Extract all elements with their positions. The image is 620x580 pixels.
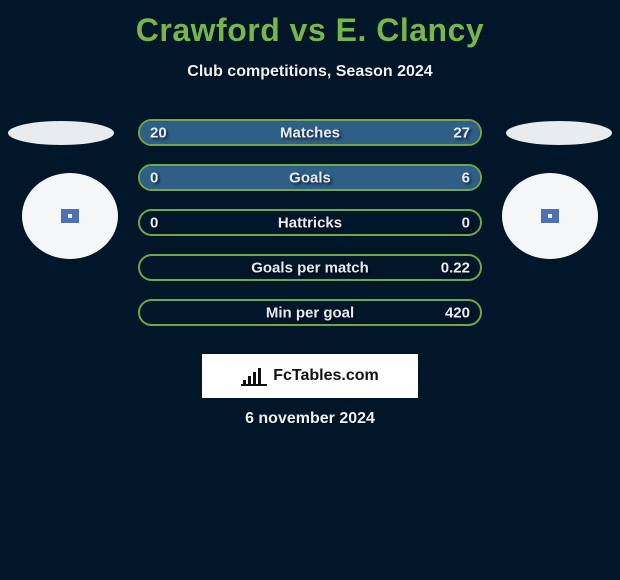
brand-text: FcTables.com [273,367,379,385]
stat-right-value: 6 [462,169,470,186]
comparison-bars: 20 27 Matches 0 6 Goals 0 0 Hattricks 0.22 Goals p… [138,119,482,326]
subtitle: Club competitions, Season 2024 [0,63,620,81]
brand-mark-icon [241,366,267,386]
badge-chip-icon [541,209,559,223]
stat-left-value: 0 [150,214,158,231]
stat-right-value: 0 [462,214,470,231]
player2-badge [502,173,598,259]
decor-ellipse-left [8,121,114,145]
stat-bar: 0 0 Hattricks [138,209,482,236]
stat-metric-label: Goals [289,169,331,186]
stat-bar: 20 27 Matches [138,119,482,146]
stat-left-value: 0 [150,169,158,186]
player1-badge [22,173,118,259]
stat-right-value: 27 [453,124,470,141]
decor-ellipse-right [506,121,612,145]
stat-bar: 0.22 Goals per match [138,254,482,281]
stat-left-value: 20 [150,124,167,141]
player1-name: Crawford [136,12,280,48]
brand-logo: FcTables.com [202,354,418,398]
stat-metric-label: Min per goal [266,304,354,321]
date-label: 6 november 2024 [0,410,620,428]
player2-name: E. Clancy [336,12,485,48]
stat-right-value: 420 [445,304,470,321]
comparison-stage: 20 27 Matches 0 6 Goals 0 0 Hattricks 0.22 Goals p… [0,119,620,369]
stat-bar: 420 Min per goal [138,299,482,326]
stat-metric-label: Matches [280,124,340,141]
badge-chip-icon [61,209,79,223]
stat-bar: 0 6 Goals [138,164,482,191]
page-title: Crawford vs E. Clancy [0,0,620,49]
stat-metric-label: Goals per match [251,259,369,276]
vs-label: vs [290,12,327,48]
stat-metric-label: Hattricks [278,214,342,231]
stat-right-value: 0.22 [441,259,470,276]
